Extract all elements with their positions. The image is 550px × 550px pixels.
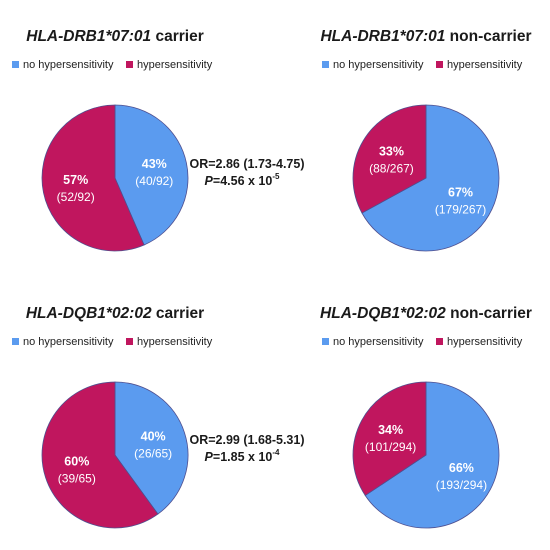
pie-panel-4: HLA-DQB1*02:02 non-carrier no hypersensit…: [320, 305, 532, 529]
legend-swatch: [436, 338, 443, 345]
pie-title: HLA-DRB1*07:01 non-carrier: [320, 28, 531, 45]
legend-label: hypersensitivity: [447, 336, 523, 348]
slice-percent-label: 43%: [142, 157, 167, 171]
legend-swatch: [12, 61, 19, 68]
legend-swatch: [126, 61, 133, 68]
slice-fraction-label: (101/294): [365, 440, 416, 454]
slice-fraction-label: (179/267): [435, 202, 486, 216]
pie-title-suffix: carrier: [151, 28, 204, 45]
odds-ratio-bottom: OR=2.99 (1.68-5.31): [190, 433, 305, 447]
slice-percent-label: 67%: [448, 185, 473, 199]
odds-ratio-top: OR=2.86 (1.73-4.75): [190, 157, 305, 171]
pie-title-suffix: non-carrier: [445, 28, 531, 45]
pie-title-gene: HLA-DQB1*02:02: [320, 305, 446, 322]
p-value-top: P=4.56 x 10-5: [205, 172, 280, 188]
pie-slice-no-hypersensitivity: [114, 381, 189, 515]
slice-percent-label: 40%: [141, 430, 166, 444]
legend: no hypersensitivity hypersensitivity: [322, 336, 523, 348]
legend-swatch: [322, 338, 329, 345]
legend: no hypersensitivity hypersensitivity: [322, 59, 523, 71]
legend-swatch: [12, 338, 19, 345]
legend-label: hypersensitivity: [137, 336, 213, 348]
pie-slice-hypersensitivity: [352, 381, 427, 497]
stats-bottom: OR=2.99 (1.68-5.31) P=1.85 x 10-4: [190, 433, 305, 464]
pie-slice-hypersensitivity: [41, 381, 159, 529]
pie-panel-1: HLA-DRB1*07:01 carrier no hypersensitivit…: [12, 28, 213, 252]
slice-percent-label: 66%: [449, 461, 474, 475]
legend: no hypersensitivity hypersensitivity: [12, 336, 213, 348]
slice-fraction-label: (40/92): [135, 174, 173, 188]
pie-slice-no-hypersensitivity: [114, 104, 189, 246]
slice-percent-label: 57%: [63, 173, 88, 187]
slice-fraction-label: (88/267): [369, 162, 414, 176]
stats-top: OR=2.86 (1.73-4.75) P=4.56 x 10-5: [190, 157, 305, 188]
pie-slice-hypersensitivity: [41, 104, 145, 252]
slice-fraction-label: (39/65): [58, 471, 96, 485]
slice-fraction-label: (193/294): [436, 478, 487, 492]
slice-fraction-label: (26/65): [134, 447, 172, 461]
pie-title: HLA-DRB1*07:01 carrier: [26, 28, 203, 45]
legend-label: hypersensitivity: [447, 59, 523, 71]
legend-swatch: [126, 338, 133, 345]
legend-label: no hypersensitivity: [333, 59, 424, 71]
pie-slice-no-hypersensitivity: [364, 381, 500, 529]
slice-fraction-label: (52/92): [57, 190, 95, 204]
pie-title-gene: HLA-DRB1*07:01: [26, 28, 151, 45]
legend-swatch: [436, 61, 443, 68]
slice-percent-label: 33%: [379, 145, 404, 159]
pie-title-suffix: carrier: [152, 305, 205, 322]
p-value-bottom: P=1.85 x 10-4: [205, 448, 280, 464]
pie-title-gene: HLA-DRB1*07:01: [320, 28, 445, 45]
pie-title: HLA-DQB1*02:02 carrier: [26, 305, 204, 322]
pie-title-suffix: non-carrier: [446, 305, 532, 322]
slice-percent-label: 34%: [378, 423, 403, 437]
legend: no hypersensitivity hypersensitivity: [12, 59, 213, 71]
legend-label: no hypersensitivity: [23, 336, 114, 348]
legend-label: hypersensitivity: [137, 59, 213, 71]
legend-label: no hypersensitivity: [23, 59, 114, 71]
pie-slice-hypersensitivity: [352, 104, 427, 214]
pie-title-gene: HLA-DQB1*02:02: [26, 305, 152, 322]
pie-title: HLA-DQB1*02:02 non-carrier: [320, 305, 532, 322]
legend-label: no hypersensitivity: [333, 336, 424, 348]
legend-swatch: [322, 61, 329, 68]
slice-percent-label: 60%: [64, 454, 89, 468]
pie-slice-no-hypersensitivity: [361, 104, 500, 252]
pie-panel-2: HLA-DRB1*07:01 non-carrier no hypersensit…: [320, 28, 532, 252]
pie-panel-3: HLA-DQB1*02:02 carrier no hypersensitivit…: [12, 305, 213, 529]
